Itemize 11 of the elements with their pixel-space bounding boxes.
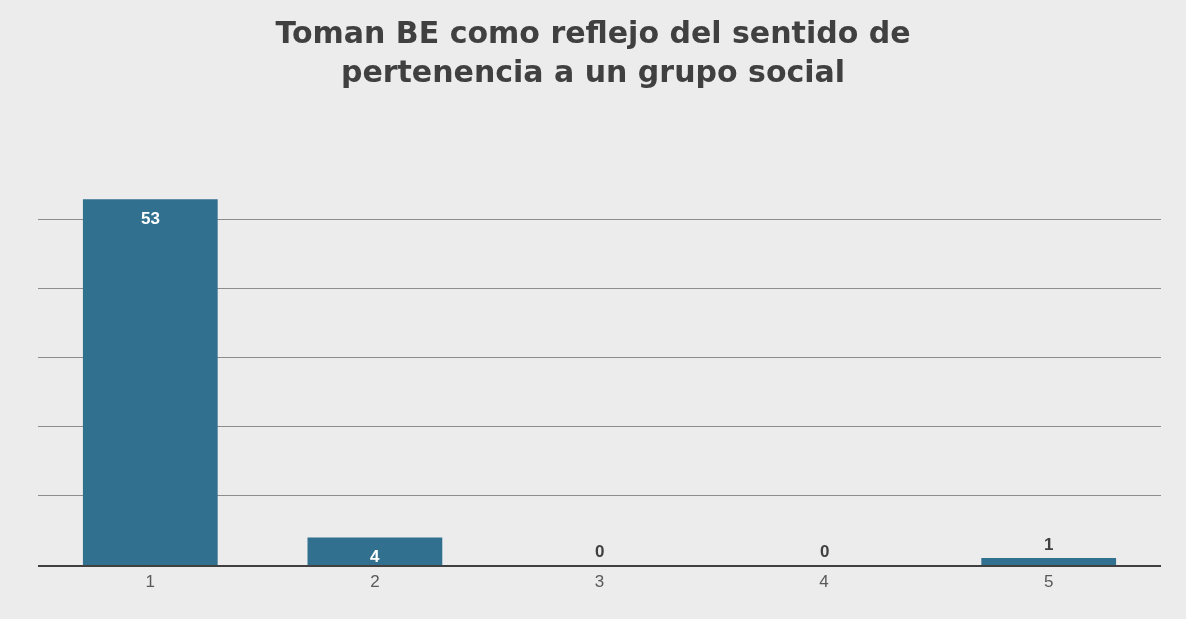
data-label: 53 bbox=[141, 209, 160, 228]
x-tick-label: 3 bbox=[594, 572, 605, 592]
data-label: 4 bbox=[370, 547, 380, 566]
data-label: 1 bbox=[1044, 535, 1054, 554]
x-tick-label: 4 bbox=[819, 572, 829, 592]
data-label: 0 bbox=[595, 542, 605, 561]
x-tick-label: 5 bbox=[1043, 572, 1054, 592]
x-tick-label: 1 bbox=[145, 572, 156, 592]
x-tick-label: 2 bbox=[370, 572, 380, 592]
chart-title: Toman BE como reflejo del sentido de pertenencia a un grupo social bbox=[275, 15, 911, 90]
data-label: 0 bbox=[820, 542, 830, 561]
